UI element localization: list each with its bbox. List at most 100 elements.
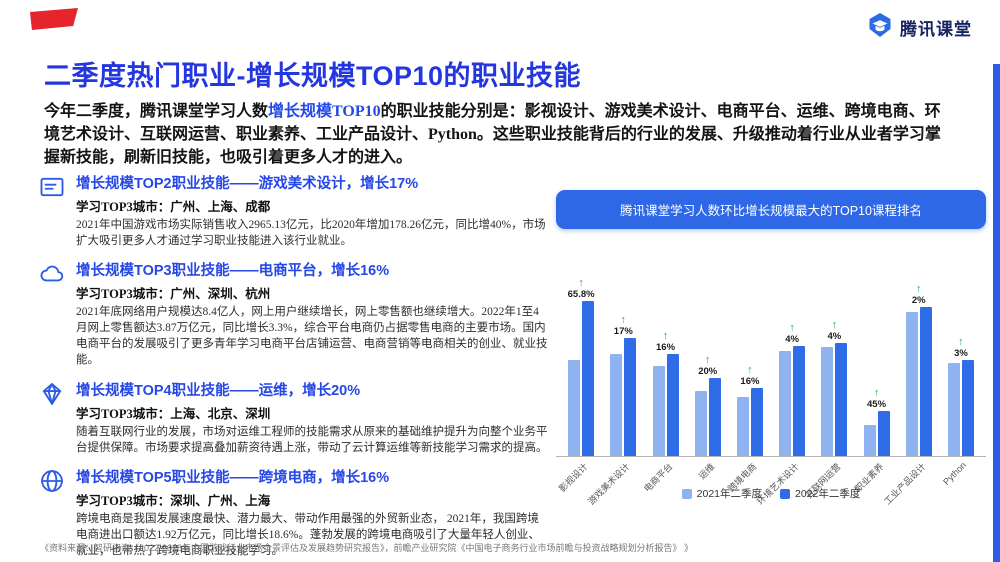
category-tick: 互联网运营 — [804, 457, 855, 512]
chart-bar-group: ↑ 3% — [940, 336, 982, 456]
skill-section-top2: 增长规模TOP2职业技能——游戏美术设计，增长17% 学习TOP3城市：广州、上… — [38, 172, 548, 249]
legend-item: 2021年二季度 — [681, 486, 762, 501]
skill-section-body: 随着互联网行业的发展，市场对运维工程师的技能需求从原来的基础维护提升为向整个业务… — [76, 425, 548, 454]
globe-icon — [38, 467, 66, 495]
growth-label: 2% — [911, 294, 926, 306]
legend-swatch — [681, 488, 692, 499]
skill-section-content: 增长规模TOP2职业技能——游戏美术设计，增长17% 学习TOP3城市：广州、上… — [76, 172, 548, 249]
growth-label: 65.8% — [567, 288, 595, 300]
category-tick: 游戏美术设计 — [587, 457, 644, 512]
bar-series-0 — [947, 363, 960, 456]
skill-section-cities: 学习TOP3城市：广州、深圳、杭州 — [76, 287, 271, 302]
growth-annotation: ↑ 2% — [911, 282, 926, 306]
diamond-icon — [38, 380, 66, 408]
skill-sections: 增长规模TOP2职业技能——游戏美术设计，增长17% 学习TOP3城市：广州、上… — [38, 172, 548, 559]
skill-section-content: 增长规模TOP4职业技能——运维，增长20% 学习TOP3城市：上海、北京、深圳… — [76, 379, 548, 456]
growth-arrow-icon: ↑ — [747, 363, 753, 376]
skill-section-top4: 增长规模TOP4职业技能——运维，增长20% 学习TOP3城市：上海、北京、深圳… — [38, 379, 548, 456]
bar-series-1 — [708, 378, 721, 456]
growth-annotation: ↑ 65.8% — [567, 276, 595, 300]
growth-annotation: ↑ 4% — [785, 321, 799, 345]
monitor-icon — [38, 173, 66, 201]
chart-bar-group: ↑ 4% — [813, 318, 855, 456]
bar-series-1 — [582, 301, 595, 456]
bar-series-0 — [863, 425, 876, 456]
bar-series-1 — [624, 338, 637, 456]
growth-arrow-icon: ↑ — [620, 313, 627, 326]
bar-pair — [568, 301, 595, 456]
skill-section-body: 2021年中国游戏市场实际销售收入2965.13亿元，比2020年增加178.2… — [76, 219, 546, 248]
growth-arrow-icon: ↑ — [578, 276, 584, 289]
chart-title-pill: 腾讯课堂学习人数环比增长规模最大的TOP10课程排名 — [556, 190, 986, 229]
legend-swatch — [780, 488, 790, 499]
growth-label: 16% — [656, 341, 676, 353]
growth-annotation: ↑ 16% — [656, 329, 676, 353]
legend-label: 2022年二季度 — [795, 488, 861, 500]
bar-pair — [821, 343, 848, 456]
bar-chart: ↑ 65.8% ↑ 17% ↑ 16% ↑ 20% ↑ 16% ↑ 4% ↑ 4% ↑ 45% ↑ 2% ↑ 3% — [556, 276, 986, 457]
growth-arrow-icon: ↑ — [873, 386, 880, 399]
brand-logo: 腾讯课堂 — [867, 12, 972, 43]
category-tick: 电商平台 — [641, 457, 686, 512]
skill-section-content: 增长规模TOP5职业技能——跨境电商，增长16% 学习TOP3城市：深圳、广州、… — [76, 466, 548, 559]
bar-series-0 — [821, 347, 834, 456]
bar-series-1 — [877, 411, 890, 456]
tencent-classroom-icon — [867, 12, 893, 43]
legend-label: 2021年二季度 — [696, 488, 762, 500]
legend-item: 2022年二季度 — [780, 486, 860, 501]
growth-label: 3% — [954, 347, 968, 359]
intro-pre: 今年二季度，腾讯课堂学习人数 — [44, 103, 269, 120]
growth-label: 17% — [613, 325, 633, 337]
bar-pair — [863, 411, 890, 456]
growth-label: 4% — [827, 330, 842, 342]
growth-annotation: ↑ 20% — [698, 353, 718, 377]
bar-series-1 — [666, 354, 679, 456]
growth-annotation: ↑ 45% — [867, 386, 887, 410]
skill-section-cities: 学习TOP3城市：上海、北京、深圳 — [76, 406, 271, 421]
skill-section-cities: 学习TOP3城市：深圳、广州、上海 — [76, 493, 271, 508]
bar-pair — [736, 388, 763, 456]
chart-panel: 腾讯课堂学习人数环比增长规模最大的TOP10课程排名 ↑ 65.8% ↑ 17% ↑ 16… — [556, 190, 986, 507]
source-citation: 《资料来源：智研咨询《2022-2028年中国游戏行业市场全景评估及发展趋势研究… — [40, 543, 694, 553]
category-tick: 环境艺术设计 — [755, 457, 813, 512]
chart-category-axis: 影视设计 游戏美术设计 电商平台 运维 跨境电商 环境艺术设计 互联网运营 职业素养 工业产品设… — [556, 457, 986, 512]
skill-section-body: 跨境电商是我国发展速度最快、潜力最大、带动作用最强的外贸新业态， 2021年，我… — [76, 512, 540, 557]
bar-series-0 — [694, 391, 707, 456]
growth-arrow-icon: ↑ — [662, 329, 669, 342]
intro-paragraph: 今年二季度，腾讯课堂学习人数增长规模TOP10的职业技能分别是：影视设计、游戏美… — [44, 100, 956, 170]
right-edge-bar — [993, 64, 1000, 562]
category-tick: Python — [940, 457, 982, 512]
growth-arrow-icon: ↑ — [831, 318, 838, 331]
chart-bar-group: ↑ 20% — [687, 353, 729, 456]
growth-label: 20% — [698, 365, 718, 377]
bar-pair — [905, 307, 932, 456]
bar-series-0 — [779, 351, 792, 456]
bar-series-0 — [652, 366, 665, 456]
chart-bar-group: ↑ 4% — [771, 321, 813, 456]
growth-label: 45% — [867, 398, 887, 410]
growth-arrow-icon: ↑ — [704, 353, 711, 366]
bar-series-1 — [961, 360, 974, 456]
growth-arrow-icon: ↑ — [789, 321, 795, 334]
red-flag-decoration — [30, 8, 78, 30]
category-label: Python — [941, 460, 969, 487]
bar-pair — [779, 346, 806, 456]
skill-section-top3: 增长规模TOP3职业技能——电商平台，增长16% 学习TOP3城市：广州、深圳、… — [38, 259, 548, 368]
category-tick: 工业产品设计 — [882, 457, 940, 512]
growth-annotation: ↑ 17% — [613, 313, 633, 337]
intro-highlight: 增长规模TOP10 — [268, 103, 381, 120]
chart-bar-group: ↑ 17% — [602, 313, 644, 456]
category-label: 运维 — [696, 461, 717, 482]
intro-post: 的职业技能分别是：影视设计、游戏美术设计、电商平台、运维、跨境电商、环境艺术设计… — [44, 103, 941, 167]
growth-label: 16% — [740, 375, 760, 387]
growth-annotation: ↑ 4% — [827, 318, 842, 342]
category-tick: 运维 — [687, 457, 729, 512]
bar-series-1 — [793, 346, 806, 456]
skill-section-title: 增长规模TOP5职业技能——跨境电商，增长16% — [76, 469, 390, 486]
bar-series-0 — [568, 360, 581, 456]
skill-section-title: 增长规模TOP3职业技能——电商平台，增长16% — [76, 263, 390, 280]
chart-legend: 2021年二季度 2022年二季度 — [556, 486, 986, 501]
growth-arrow-icon: ↑ — [915, 282, 922, 295]
skill-section-content: 增长规模TOP3职业技能——电商平台，增长16% 学习TOP3城市：广州、深圳、… — [76, 259, 548, 368]
